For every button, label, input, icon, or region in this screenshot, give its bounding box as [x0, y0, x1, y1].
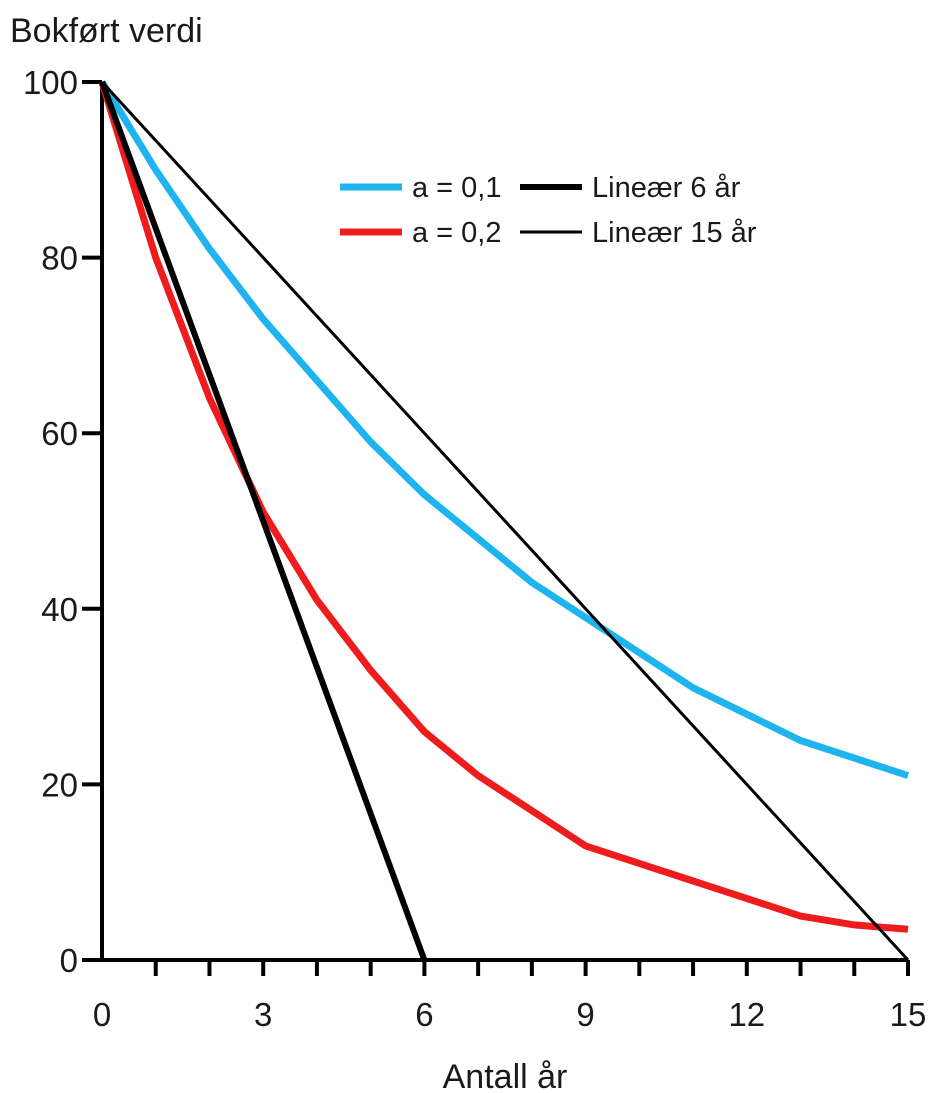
series-line-1: [99, 80, 910, 779]
x-tick-label: 6: [415, 996, 433, 1033]
y-tick-label: 60: [41, 415, 78, 452]
series-lines: [98, 80, 910, 962]
legend: a = 0,1 a = 0,2 Lineær 6 år Lineær 15 år: [340, 172, 757, 249]
axes: [100, 82, 908, 962]
x-axis-label: Antall år: [443, 1058, 568, 1093]
series-line-3: [99, 80, 428, 962]
y-tick-label: 100: [23, 64, 78, 101]
legend-label-2: a = 0,2: [412, 217, 502, 249]
legend-label-3: Lineær 6 år: [592, 172, 741, 204]
legend-label-4: Lineær 15 år: [592, 217, 757, 249]
y-tick-label: 20: [41, 766, 78, 803]
x-tick-label: 12: [728, 996, 765, 1033]
ticks: 0 3 6 9 12 15 0 20 40 60 80 100: [23, 64, 926, 1033]
y-tick-label: 0: [60, 942, 78, 979]
y-tick-label: 80: [41, 240, 78, 277]
x-tick-label: 3: [254, 996, 272, 1033]
y-tick-label: 40: [41, 591, 78, 628]
x-tick-label: 0: [93, 996, 111, 1033]
series-line-2: [98, 80, 909, 933]
legend-label-1: a = 0,1: [412, 172, 502, 204]
x-tick-label: 9: [576, 996, 594, 1033]
x-tick-label: 15: [890, 996, 927, 1033]
y-axis-label: Bokført verdi: [10, 12, 203, 50]
series-line-4: [100, 80, 910, 962]
